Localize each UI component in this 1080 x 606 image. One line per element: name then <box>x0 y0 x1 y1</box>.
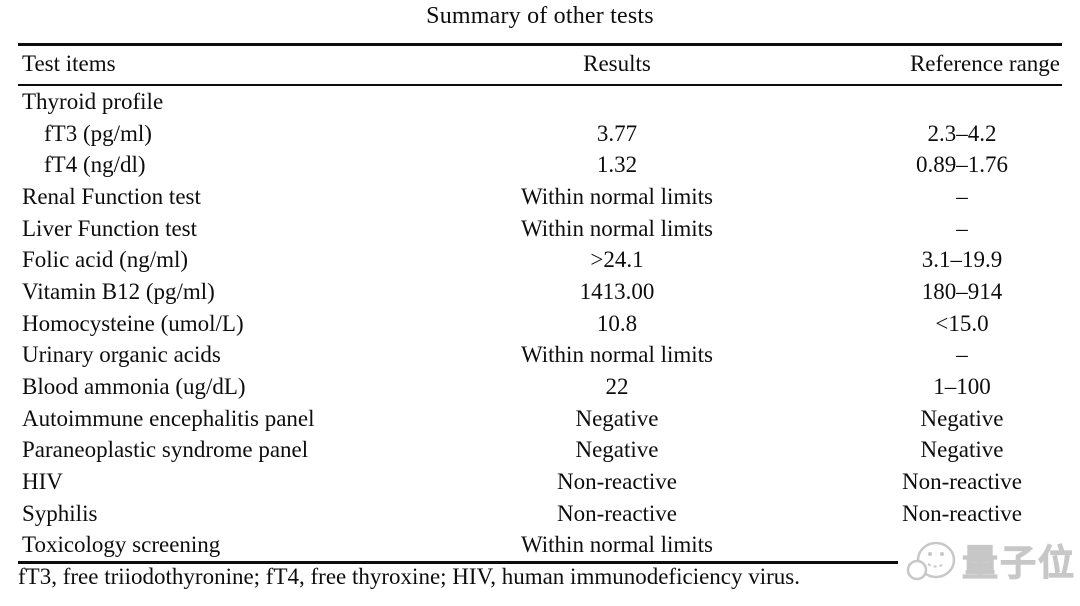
table-row: fT3 (pg/ml) 3.77 2.3–4.2 <box>18 118 1062 150</box>
cell-result: Within normal limits <box>520 215 713 241</box>
cell-result: Negative <box>575 405 659 431</box>
cell-result: 1.32 <box>596 152 638 178</box>
cell-test-item: Vitamin B12 (pg/ml) <box>22 278 215 304</box>
cell-test-item: Thyroid profile <box>22 88 164 114</box>
cell-result: 3.77 <box>596 120 638 146</box>
cell-test-item: Renal Function test <box>22 183 201 209</box>
header-row: Test items Results Reference range <box>18 44 1062 86</box>
cell-test-item: fT4 (ng/dl) <box>44 152 146 178</box>
summary-table: Test items Results Reference range Thyro… <box>18 43 1062 565</box>
cell-test-item: Folic acid (ng/ml) <box>22 247 189 273</box>
table-row: Homocysteine (umol/L) 10.8 <15.0 <box>18 308 1062 340</box>
cell-test-item: Paraneoplastic syndrome panel <box>22 437 309 463</box>
cell-reference-range: 3.1–19.9 <box>921 247 1003 273</box>
table-row: Paraneoplastic syndrome panel Negative N… <box>18 435 1062 467</box>
cell-test-item: Syphilis <box>22 500 98 526</box>
cell-result <box>372 85 862 118</box>
cell-reference-range: Negative <box>920 437 1004 463</box>
cell-reference-range <box>862 85 1062 118</box>
chat-bubble-icon <box>906 541 956 581</box>
cell-reference-range: 0.89–1.76 <box>916 152 1008 178</box>
table-row: Vitamin B12 (pg/ml) 1413.00 180–914 <box>18 276 1062 308</box>
col-header-reference-range: Reference range <box>862 44 1062 86</box>
cell-reference-range: – <box>956 215 968 241</box>
cell-result: 22 <box>605 374 629 400</box>
cell-test-item: Liver Function test <box>22 215 198 241</box>
col-header-results: Results <box>372 44 862 86</box>
table-row: Thyroid profile <box>18 85 1062 118</box>
cell-test-item: HIV <box>22 469 63 495</box>
cell-test-item: Autoimmune encephalitis panel <box>22 405 315 431</box>
cell-reference-range: 180–914 <box>921 278 1003 304</box>
results-table: Test items Results Reference range Thyro… <box>18 43 1062 565</box>
table-row: Syphilis Non-reactive Non-reactive <box>18 498 1062 530</box>
cell-result: Non-reactive <box>556 469 678 495</box>
table-row: Toxicology screening Within normal limit… <box>18 530 1062 563</box>
cell-result: >24.1 <box>590 247 644 273</box>
cell-test-item: Homocysteine (umol/L) <box>22 310 244 336</box>
cell-result: 1413.00 <box>579 278 655 304</box>
cell-test-item: Urinary organic acids <box>22 342 221 368</box>
watermark: 量子位 <box>897 530 1076 590</box>
cell-result: 10.8 <box>596 310 638 336</box>
cell-result: Within normal limits <box>520 183 713 209</box>
table-body: Thyroid profile fT3 (pg/ml) 3.77 2.3–4.2… <box>18 85 1062 563</box>
cell-test-item: Blood ammonia (ug/dL) <box>22 374 246 400</box>
cell-reference-range: Negative <box>920 405 1004 431</box>
watermark-text: 量子位 <box>961 543 1076 584</box>
table-row: Folic acid (ng/ml) >24.1 3.1–19.9 <box>18 244 1062 276</box>
cell-test-item: Toxicology screening <box>22 532 221 558</box>
table-row: Autoimmune encephalitis panel Negative N… <box>18 403 1062 435</box>
cell-reference-range: – <box>956 342 968 368</box>
table-title: Summary of other tests <box>426 3 654 29</box>
table-row: Renal Function test Within normal limits… <box>18 181 1062 213</box>
cell-reference-range: Non-reactive <box>901 500 1023 526</box>
table-row: Blood ammonia (ug/dL) 22 1–100 <box>18 371 1062 403</box>
cell-reference-range: <15.0 <box>935 310 989 336</box>
col-header-test-items: Test items <box>18 44 372 86</box>
footnote: fT3, free triiodothyronine; fT4, free th… <box>18 564 800 589</box>
table-row: HIV Non-reactive Non-reactive <box>18 466 1062 498</box>
table-row: fT4 (ng/dl) 1.32 0.89–1.76 <box>18 149 1062 181</box>
cell-result: Non-reactive <box>556 500 678 526</box>
cell-result: Within normal limits <box>520 342 713 368</box>
cell-reference-range: 1–100 <box>933 374 991 400</box>
table-row: Liver Function test Within normal limits… <box>18 213 1062 245</box>
cell-result: Negative <box>575 437 659 463</box>
cell-test-item: fT3 (pg/ml) <box>44 120 152 146</box>
cell-reference-range: 2.3–4.2 <box>927 120 997 146</box>
cell-reference-range: Non-reactive <box>901 469 1023 495</box>
cell-reference-range: – <box>956 183 968 209</box>
cell-result: Within normal limits <box>520 532 713 558</box>
table-row: Urinary organic acids Within normal limi… <box>18 340 1062 372</box>
